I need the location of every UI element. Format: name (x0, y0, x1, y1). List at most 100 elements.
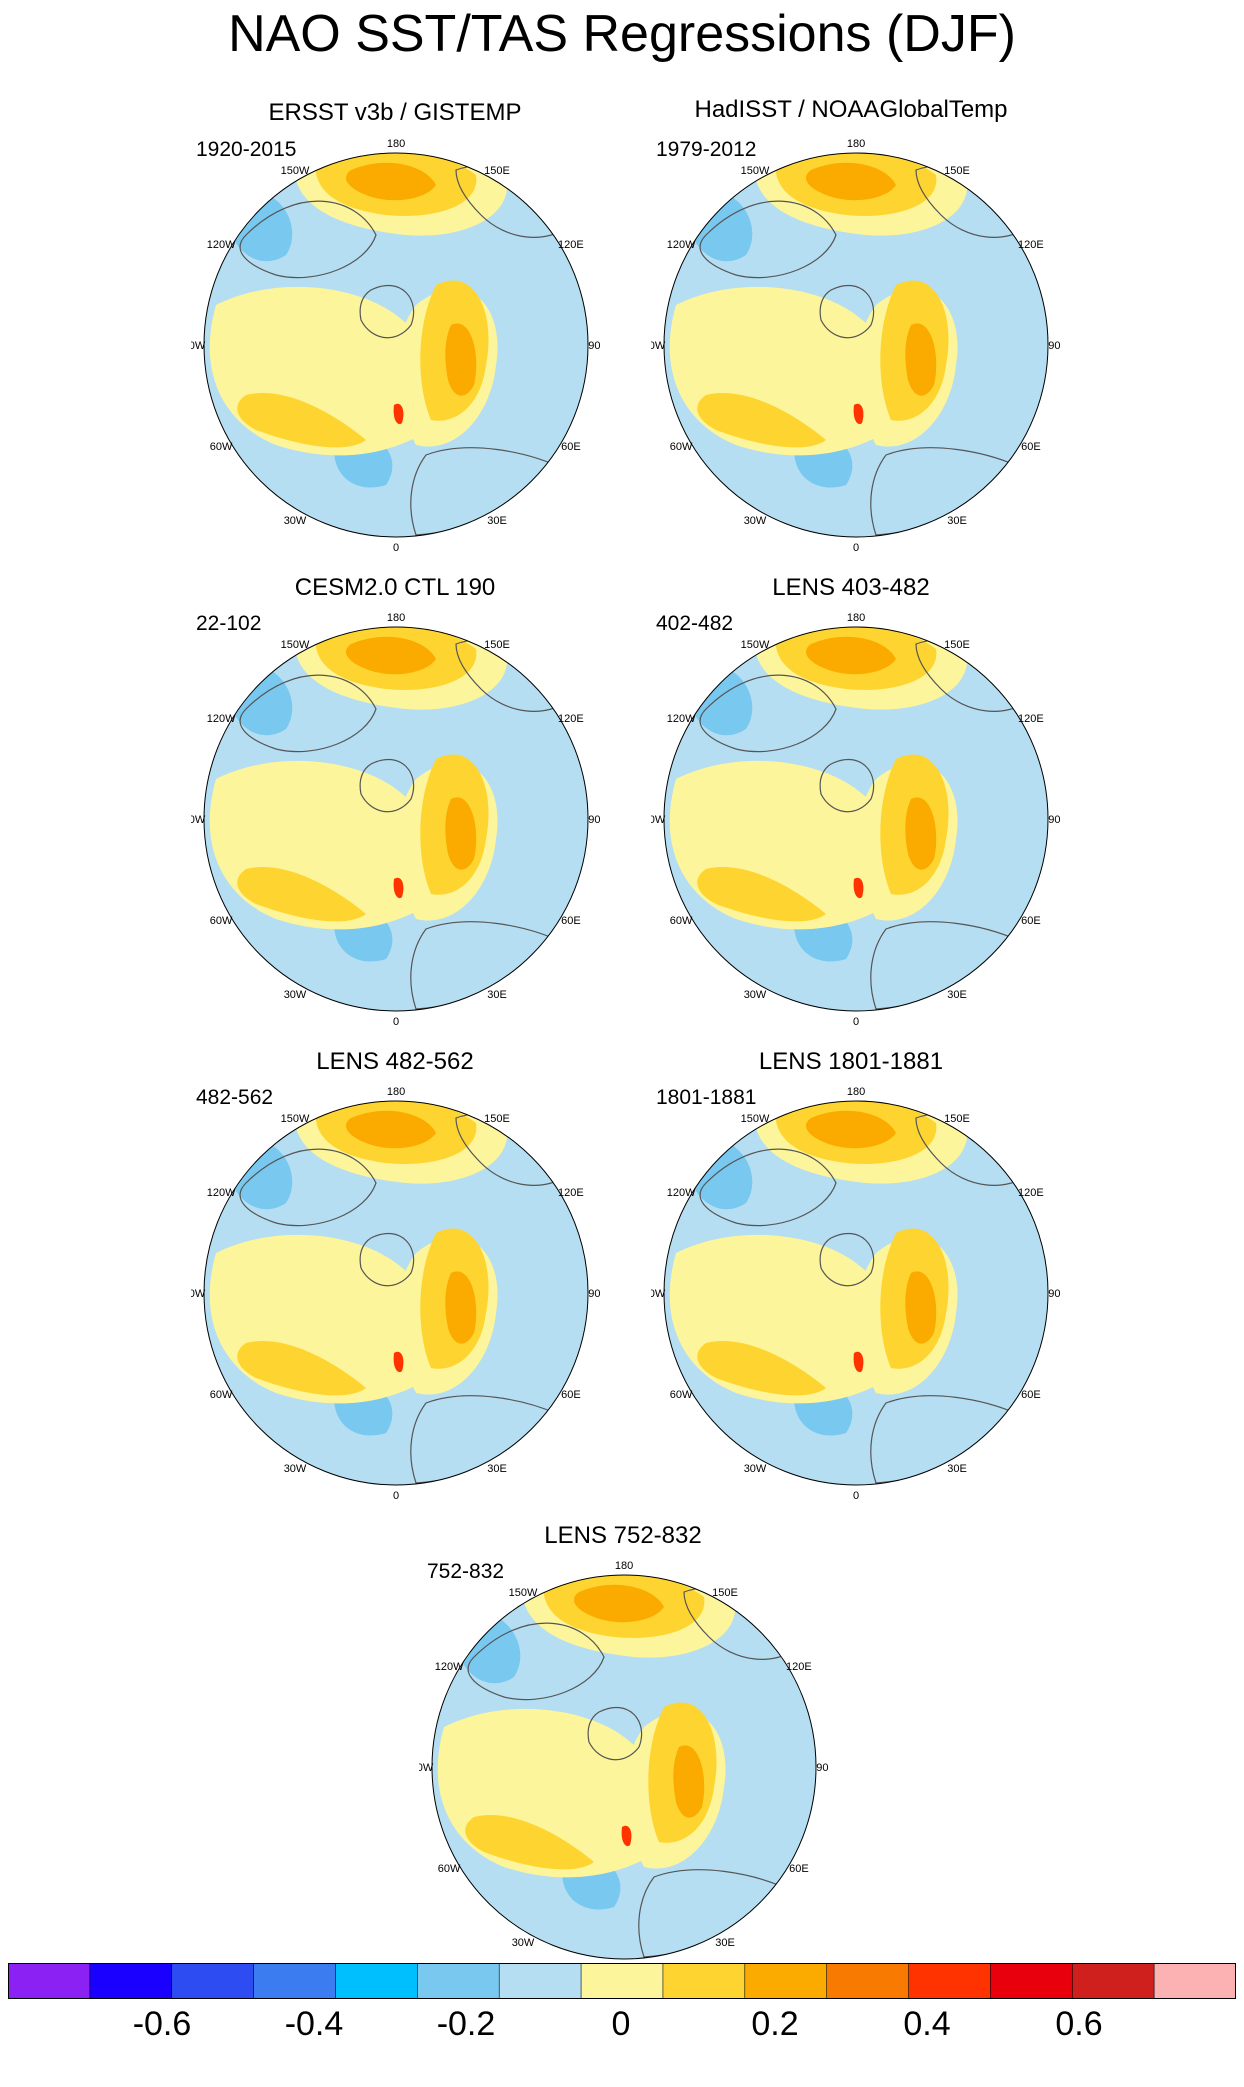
longitude-label: 90W (651, 340, 666, 352)
longitude-label: 30W (512, 1937, 535, 1949)
longitude-label: 180 (847, 138, 865, 150)
map-boundary (203, 152, 589, 538)
longitude-label: 120E (558, 239, 584, 251)
coastline (467, 1622, 605, 1701)
contour-region (853, 1351, 864, 1373)
longitude-label: 60W (210, 441, 233, 453)
colorbar-tick-label: -0.4 (284, 2005, 344, 2043)
longitude-label: 90E (588, 340, 601, 352)
longitude-label: 60W (438, 1863, 461, 1875)
longitude-label: 120E (1018, 239, 1044, 251)
contour-region (905, 797, 937, 870)
longitude-label: 150E (944, 639, 970, 651)
contour-region (673, 1745, 705, 1818)
polar-map-2: 180 150E 120E 90E 60E 30E 0 30W 60W 90W 120W 150W (651, 138, 1061, 554)
panel-title-7: LENS 752-832 (544, 1522, 702, 1549)
coastline (239, 674, 377, 753)
longitude-label: 60E (1021, 915, 1041, 927)
coastline (239, 1148, 377, 1227)
longitude-label: 60W (670, 915, 693, 927)
longitude-label: 30E (487, 1463, 507, 1475)
colorbar-tick-label: 0.6 (1055, 2005, 1103, 2043)
longitude-label: 180 (387, 612, 405, 624)
colorbar-swatch (1154, 1963, 1236, 1999)
longitude-label: 90W (191, 814, 206, 826)
map-boundary (203, 1100, 589, 1486)
coastline (819, 1232, 875, 1287)
colorbar-tick-label: 0 (611, 2005, 631, 2043)
longitude-label: 30W (284, 989, 307, 1001)
contour-region (697, 867, 826, 922)
contour-region (806, 1110, 896, 1149)
panel-period-4: 402-482 (656, 612, 734, 635)
longitude-label: 60E (561, 1389, 581, 1401)
colorbar-swatch (826, 1963, 910, 1999)
longitude-label: 30W (744, 515, 767, 527)
coastline (587, 1706, 643, 1761)
contour-region (465, 1815, 594, 1870)
panel-title-2: HadISST / NOAAGlobalTemp (694, 96, 1008, 123)
longitude-label: 120E (558, 713, 584, 725)
polar-map-5: 180 150E 120E 90E 60E 30E 0 30W 60W 90W 120W 150W (191, 1086, 601, 1502)
contour-region (237, 867, 366, 922)
longitude-label: 120W (667, 1187, 696, 1199)
longitude-label: 90W (419, 1762, 434, 1774)
longitude-label: 120W (207, 713, 236, 725)
polar-map-1: 180 150E 120E 90E 60E 30E 0 30W 60W 90W 120W 150W (191, 138, 601, 554)
longitude-label: 120W (207, 239, 236, 251)
longitude-label: 30E (947, 1463, 967, 1475)
contour-region (905, 1271, 937, 1344)
map-boundary (431, 1574, 817, 1960)
longitude-label: 30W (744, 989, 767, 1001)
longitude-label: 90E (1048, 1288, 1061, 1300)
map-boundary (663, 1100, 1049, 1486)
contour-region (445, 323, 477, 396)
longitude-label: 180 (847, 612, 865, 624)
contour-region (853, 403, 864, 425)
coastline (239, 200, 377, 279)
colorbar-tick-label: 0.4 (903, 2005, 951, 2043)
longitude-label: 90W (191, 1288, 206, 1300)
colorbar-swatch (499, 1963, 582, 1999)
longitude-label: 180 (387, 1086, 405, 1098)
figure-title: NAO SST/TAS Regressions (DJF) (228, 5, 1016, 63)
longitude-label: 150W (281, 165, 310, 177)
panel-period-6: 1801-1881 (656, 1086, 757, 1109)
coastline (699, 200, 837, 279)
panel-title-5: LENS 482-562 (316, 1048, 474, 1075)
longitude-label: 30W (284, 1463, 307, 1475)
longitude-label: 150W (281, 639, 310, 651)
longitude-label: 150W (281, 1113, 310, 1125)
longitude-label: 0 (853, 542, 859, 554)
contour-region (697, 393, 826, 448)
contour-region (393, 877, 404, 899)
colorbar-swatch (662, 1963, 746, 1999)
contour-region (393, 1351, 404, 1373)
longitude-label: 120W (435, 1661, 464, 1673)
polar-map-6: 180 150E 120E 90E 60E 30E 0 30W 60W 90W 120W 150W (651, 1086, 1061, 1502)
contour-region (905, 323, 937, 396)
longitude-label: 90E (588, 1288, 601, 1300)
panel-period-7: 752-832 (427, 1560, 505, 1583)
contour-region (697, 1341, 826, 1396)
longitude-label: 150E (484, 1113, 510, 1125)
longitude-label: 150W (741, 1113, 770, 1125)
longitude-label: 60W (670, 1389, 693, 1401)
longitude-label: 120E (1018, 1187, 1044, 1199)
panel-period-2: 1979-2012 (656, 138, 757, 161)
longitude-label: 30W (744, 1463, 767, 1475)
longitude-label: 120W (207, 1187, 236, 1199)
colorbar-frame (8, 1963, 1236, 1999)
contour-region (445, 1271, 477, 1344)
coastline (819, 284, 875, 339)
longitude-label: 60E (561, 915, 581, 927)
longitude-label: 0 (853, 1016, 859, 1028)
longitude-label: 90E (816, 1762, 829, 1774)
longitude-label: 90E (1048, 340, 1061, 352)
longitude-label: 60W (210, 1389, 233, 1401)
panel-title-6: LENS 1801-1881 (758, 1048, 944, 1075)
longitude-label: 0 (393, 1490, 399, 1502)
contour-region (346, 162, 436, 201)
longitude-label: 60E (561, 441, 581, 453)
polar-map-7: 180150E120E90E60E30E030W60W90W120W150W (419, 1560, 829, 1976)
